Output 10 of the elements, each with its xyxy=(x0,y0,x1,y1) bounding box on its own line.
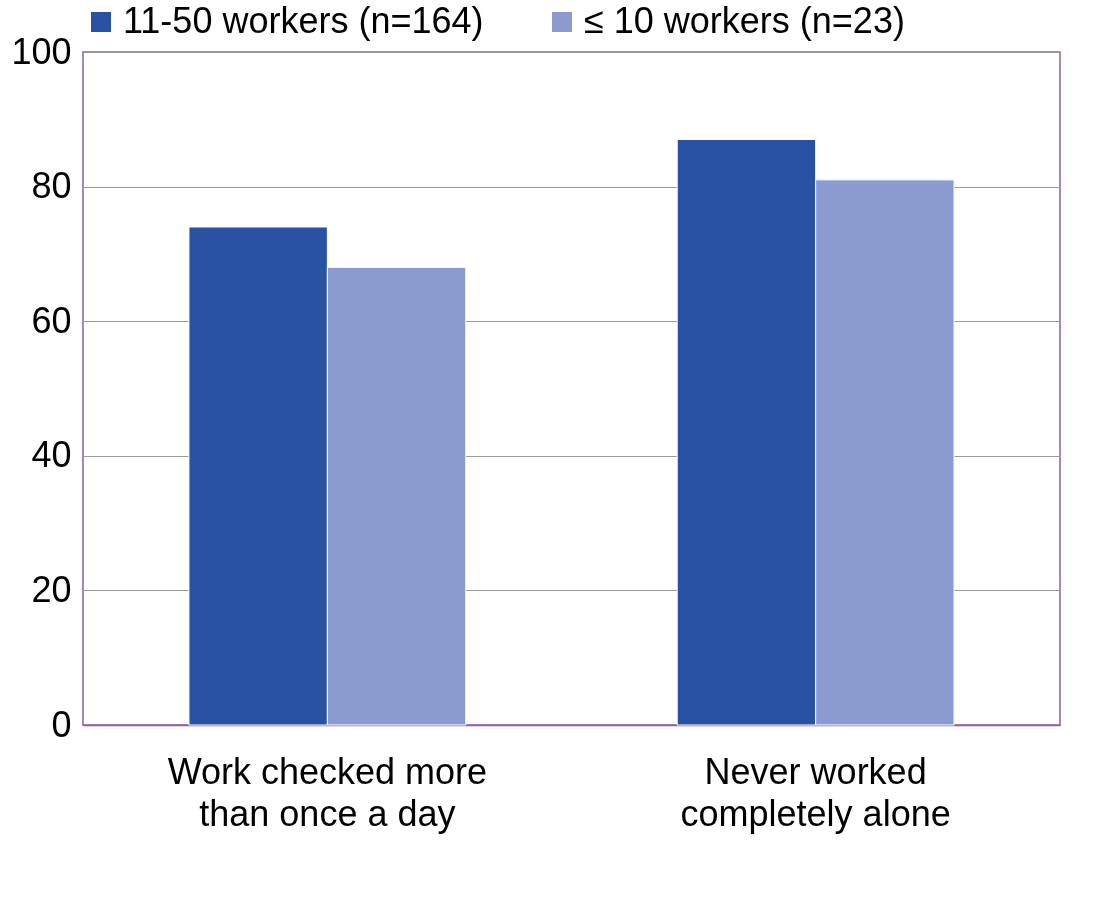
legend-label: ≤ 10 workers (n=23) xyxy=(584,0,905,41)
y-tick-label: 100 xyxy=(11,30,72,72)
y-tick-label: 80 xyxy=(31,165,72,207)
y-tick-label: 40 xyxy=(31,434,72,476)
legend-label: 11-50 workers (n=164) xyxy=(123,0,484,41)
x-tick-label: Never worked completely alone xyxy=(680,750,951,834)
y-tick-label: 0 xyxy=(51,703,72,745)
y-tick-label: 60 xyxy=(31,299,72,341)
y-tick-label: 20 xyxy=(31,568,72,610)
x-tick-label: Work checked more than once a day xyxy=(167,750,488,834)
